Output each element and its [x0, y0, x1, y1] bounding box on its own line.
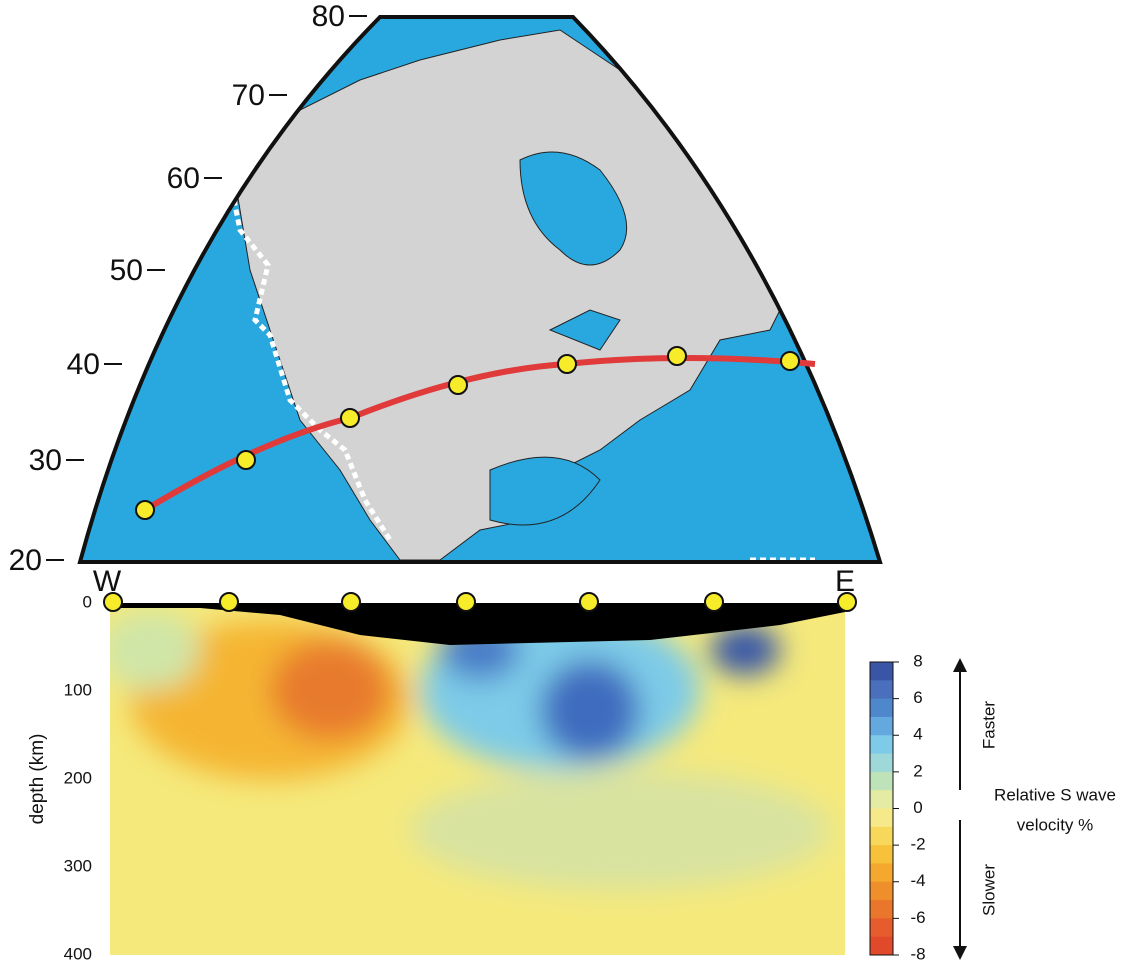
colorbar-band — [870, 900, 893, 919]
east-label: E — [835, 565, 855, 598]
colorbar-band — [870, 735, 893, 755]
map-border — [77, 15, 883, 564]
velocity-field — [110, 610, 830, 890]
depth-tick-label: 300 — [64, 856, 92, 875]
topography — [115, 603, 845, 645]
colorbar-band — [870, 863, 893, 883]
colorbar-tick-label: -6 — [910, 908, 925, 927]
station — [340, 408, 360, 428]
colorbar-tick-label: -8 — [910, 944, 925, 963]
latitude-label: 40 — [67, 348, 100, 381]
colorbar-tick-label: 0 — [913, 798, 922, 817]
station — [219, 592, 239, 612]
colorbar-band — [870, 918, 893, 938]
station — [135, 500, 155, 520]
colorbar-tick-label: 4 — [913, 725, 922, 744]
arrow-head — [953, 946, 967, 960]
colorbar-tick-label: 2 — [913, 761, 922, 780]
y-axis-label: depth (km) — [27, 734, 48, 825]
station — [780, 351, 800, 371]
latitude-label: 80 — [312, 0, 345, 33]
station — [456, 592, 476, 612]
depth-tick-label: 200 — [64, 768, 92, 787]
depth-tick-label: 400 — [64, 944, 92, 963]
station — [236, 450, 256, 470]
latitude-label: 30 — [29, 444, 62, 477]
latitude-label: 60 — [167, 162, 200, 195]
station — [448, 375, 468, 395]
station — [557, 354, 577, 374]
station — [103, 592, 123, 612]
station — [667, 346, 687, 366]
colorbar-band — [870, 881, 893, 901]
slower-label: Slower — [979, 864, 998, 916]
colorbar-band — [870, 936, 893, 956]
colorbar-band — [870, 680, 893, 700]
colorbar-band — [870, 716, 893, 736]
station — [579, 592, 599, 612]
colorbar-band — [870, 771, 893, 791]
map — [77, 15, 883, 564]
station — [341, 592, 361, 612]
latitude-label: 50 — [110, 254, 143, 287]
colorbar-band — [870, 790, 893, 809]
colorbar-band — [870, 845, 893, 864]
depth-tick-label: 0 — [83, 592, 92, 611]
colorbar: 8 6 4 2 0 -2 -4 -6 -8 — [869, 651, 926, 963]
colorbar-band — [870, 698, 893, 718]
depth-tick-label: 100 — [64, 680, 92, 699]
colorbar-tick-label: 6 — [913, 688, 922, 707]
station — [837, 592, 857, 612]
cross-section — [110, 603, 845, 955]
colorbar-title: Relative S wave — [994, 785, 1116, 804]
latitude-label: 20 — [9, 544, 42, 577]
colorbar-tick-label: -2 — [910, 835, 925, 854]
colorbar-band — [870, 662, 893, 681]
colorbar-band — [870, 826, 893, 846]
colorbar-tick-label: 8 — [913, 651, 922, 670]
latitude-label: 70 — [232, 79, 265, 112]
west-label: W — [93, 565, 122, 598]
colorbar-band — [870, 753, 893, 773]
colorbar-band — [870, 808, 893, 828]
colorbar-title: velocity % — [1017, 815, 1094, 834]
faster-label: Faster — [979, 701, 998, 750]
arrow-head — [953, 658, 967, 672]
colorbar-tick-label: -4 — [910, 871, 925, 890]
station — [704, 592, 724, 612]
